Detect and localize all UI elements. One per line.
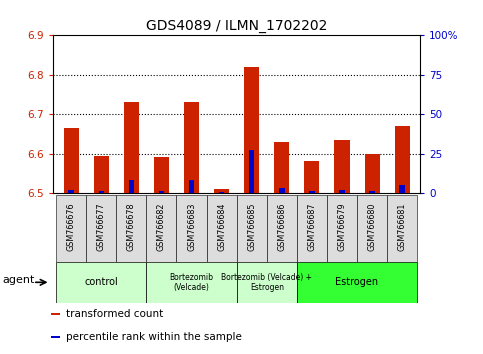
Text: GSM766681: GSM766681	[398, 203, 407, 251]
Bar	[297, 195, 327, 262]
Bar	[249, 150, 255, 193]
Bar	[237, 195, 267, 262]
Text: GSM766687: GSM766687	[307, 203, 316, 251]
Bar	[304, 161, 319, 193]
Bar	[146, 262, 237, 303]
Bar	[279, 188, 284, 193]
Bar	[146, 195, 176, 262]
Bar	[244, 67, 259, 193]
Bar	[64, 128, 79, 193]
Bar	[399, 185, 405, 193]
Bar	[309, 192, 314, 193]
Bar	[334, 140, 350, 193]
Bar	[189, 180, 194, 193]
Text: GSM766676: GSM766676	[67, 203, 76, 251]
Text: agent: agent	[3, 275, 35, 285]
Bar	[154, 158, 169, 193]
Bar	[369, 192, 375, 193]
Text: transformed count: transformed count	[66, 309, 163, 319]
Bar	[99, 192, 104, 193]
Text: control: control	[85, 277, 118, 287]
Bar	[116, 195, 146, 262]
Text: GSM766686: GSM766686	[277, 203, 286, 251]
Bar	[56, 262, 146, 303]
Bar	[219, 192, 224, 193]
Bar	[297, 262, 417, 303]
Text: GSM766680: GSM766680	[368, 203, 377, 251]
Bar	[207, 195, 237, 262]
Text: Estrogen: Estrogen	[336, 277, 379, 287]
Bar	[237, 262, 297, 303]
Bar	[51, 313, 60, 315]
Bar	[176, 195, 207, 262]
Bar	[387, 195, 417, 262]
Bar	[94, 155, 109, 193]
Bar	[327, 195, 357, 262]
Bar	[274, 142, 289, 193]
Bar	[56, 195, 86, 262]
Bar	[339, 190, 345, 193]
Bar	[124, 102, 139, 193]
Title: GDS4089 / ILMN_1702202: GDS4089 / ILMN_1702202	[146, 19, 327, 33]
Text: GSM766683: GSM766683	[187, 203, 196, 251]
Bar	[214, 189, 229, 193]
Text: Bortezomib
(Velcade): Bortezomib (Velcade)	[170, 273, 213, 292]
Bar	[267, 195, 297, 262]
Bar	[51, 336, 60, 338]
Bar	[159, 192, 164, 193]
Text: percentile rank within the sample: percentile rank within the sample	[66, 332, 242, 342]
Bar	[395, 126, 410, 193]
Text: GSM766677: GSM766677	[97, 203, 106, 251]
Bar	[86, 195, 116, 262]
Text: GSM766678: GSM766678	[127, 203, 136, 251]
Text: GSM766682: GSM766682	[157, 203, 166, 251]
Text: GSM766685: GSM766685	[247, 203, 256, 251]
Bar	[357, 195, 387, 262]
Text: GSM766679: GSM766679	[338, 203, 346, 251]
Bar	[69, 190, 74, 193]
Bar	[184, 102, 199, 193]
Text: GSM766684: GSM766684	[217, 203, 226, 251]
Text: Bortezomib (Velcade) +
Estrogen: Bortezomib (Velcade) + Estrogen	[221, 273, 312, 292]
Bar	[365, 154, 380, 193]
Bar	[128, 180, 134, 193]
